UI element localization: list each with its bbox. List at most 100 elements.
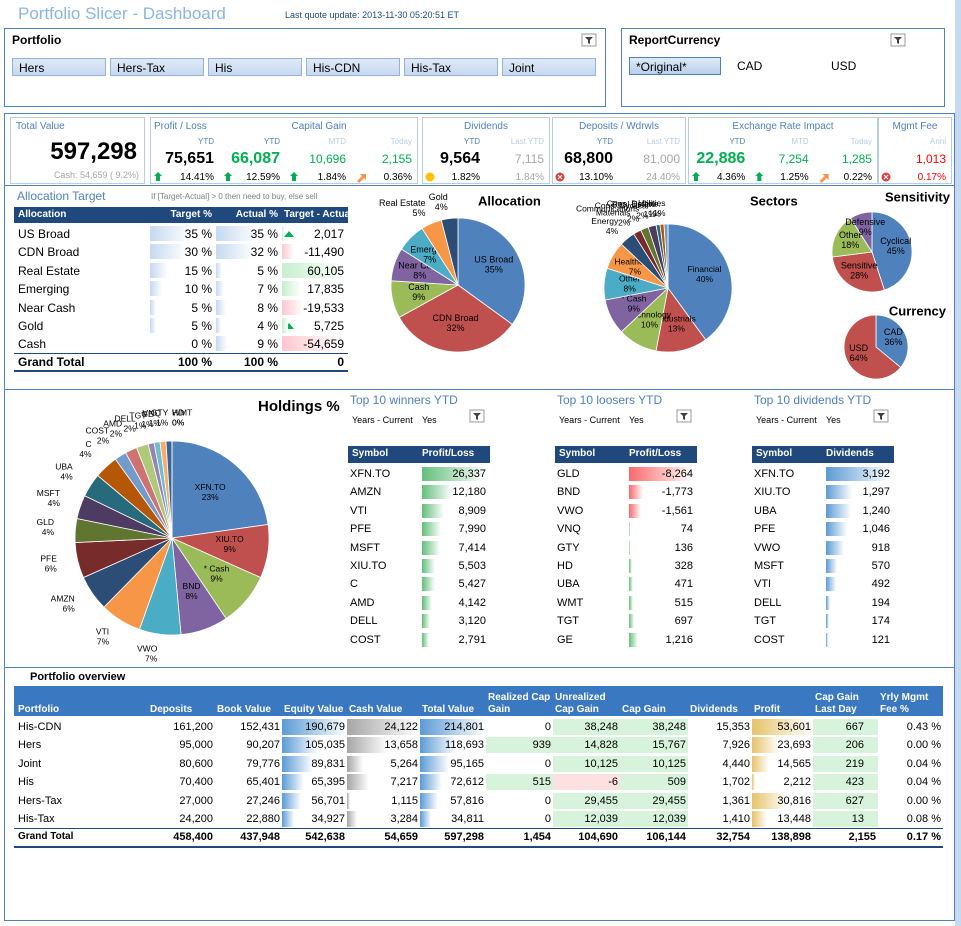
cell-fill — [553, 719, 620, 735]
data-bar — [282, 774, 305, 791]
table-cell: Hers-Tax — [18, 794, 63, 807]
table-cell: 515 — [532, 776, 551, 789]
table-title: Allocation Target — [17, 189, 106, 203]
table-cell: GTY — [557, 541, 580, 554]
kpi-value: 2,155 — [381, 152, 412, 166]
cell-fill — [553, 737, 620, 754]
slicer-button[interactable]: *Original* — [629, 57, 721, 75]
table-cell: 4,440 — [722, 757, 750, 770]
table-cell: 13,658 — [384, 739, 418, 752]
total-cell: 0.17 % — [906, 831, 941, 843]
data-bar — [420, 737, 457, 754]
data-bar — [826, 577, 836, 592]
data-bar — [826, 540, 845, 555]
slicer-button[interactable]: His-Tax — [404, 58, 498, 76]
kpi-head: YTD — [464, 137, 480, 146]
slicer-button[interactable]: Joint — [502, 58, 596, 76]
total-cell: Grand Total — [18, 355, 85, 369]
table-cell: C — [350, 578, 358, 591]
kpi-box — [150, 117, 418, 184]
table-header: Profit/Loss — [629, 448, 682, 459]
table-cell: 27,246 — [246, 794, 280, 807]
table-cell: 14,565 — [777, 757, 811, 770]
table-cell: 0.04 % — [906, 757, 941, 770]
data-bar — [282, 244, 295, 260]
data-bar — [826, 595, 830, 610]
kpi-pct: 1.82% — [451, 172, 480, 183]
table-cell: US Broad — [18, 227, 71, 241]
kpi-box — [422, 117, 550, 184]
table-header: Target - Actual — [284, 209, 353, 220]
table-header: Realized Cap Gain — [488, 692, 551, 715]
table-cell: 214,801 — [444, 721, 484, 733]
slicer-button[interactable]: His-CDN — [306, 58, 400, 76]
table-header: Symbol — [756, 448, 793, 459]
table-cell: 5 % — [191, 319, 212, 333]
table-cell: DELL — [350, 615, 378, 628]
data-bar — [420, 774, 443, 791]
kpi-head: Today — [850, 137, 872, 146]
data-bar — [826, 503, 851, 518]
data-bar — [752, 811, 768, 827]
kpi-pct: 13.10% — [579, 172, 613, 183]
table-cell: 60,105 — [307, 263, 344, 278]
data-bar — [422, 614, 430, 629]
total-rule — [14, 370, 348, 372]
kpi-title: Capital Gain — [291, 121, 347, 132]
slicer-button[interactable]: Hers — [12, 58, 106, 76]
kpi-value: 1,013 — [915, 152, 946, 166]
table-cell: 492 — [871, 578, 890, 591]
data-bar — [629, 467, 693, 481]
table-cell: 15 % — [184, 263, 212, 278]
kpi-head: YTD — [597, 137, 613, 146]
table-title: Top 10 dividends YTD — [754, 393, 872, 407]
table-cell: UBA — [557, 578, 580, 591]
slicer-button[interactable]: His — [208, 58, 302, 76]
table-cell: 5,503 — [458, 560, 486, 572]
slicer-button[interactable]: CAD — [737, 59, 763, 73]
table-cell: 570 — [871, 560, 890, 572]
table-header: Yrly Mgmt Fee % — [880, 692, 929, 715]
table-cell: 17,835 — [307, 282, 344, 297]
table-cell: 8,909 — [458, 504, 486, 517]
filter-label: Years - Current — [756, 415, 817, 425]
table-cell: 1,410 — [722, 813, 750, 825]
dashboard-title: Portfolio Slicer - Dashboard — [18, 4, 226, 23]
table-cell: TGT — [557, 615, 579, 628]
total-cell: 597,298 — [444, 831, 484, 843]
table-cell: 515 — [674, 596, 693, 609]
table-cell: MSFT — [350, 541, 380, 554]
kpi-box — [688, 117, 878, 184]
table-cell: 3,284 — [390, 813, 418, 825]
table-cell: His-CDN — [18, 721, 62, 733]
table-cell: COST — [754, 633, 785, 646]
data-bar — [629, 503, 642, 518]
filter-label: Years - Current — [352, 415, 413, 425]
data-bar — [282, 811, 294, 827]
table-header: Actual % — [235, 209, 278, 220]
table-cell: 7,414 — [458, 541, 486, 554]
slicer-title: ReportCurrency — [629, 33, 721, 47]
kpi-pct: 0.17% — [917, 172, 946, 183]
kpi-title: Mgmt Fee — [892, 121, 938, 132]
data-bar — [216, 336, 227, 352]
slicer-button[interactable]: USD — [831, 59, 857, 73]
kpi-box — [552, 117, 686, 184]
cell-fill — [620, 792, 688, 809]
table-header: Dividends — [826, 448, 874, 459]
data-bar — [150, 262, 168, 278]
table-cell: 35 % — [250, 227, 278, 241]
slicer-button[interactable]: Hers-Tax — [110, 58, 204, 76]
kpi-head: YTD — [198, 137, 214, 146]
data-bar — [752, 792, 788, 809]
filter-value: Yes — [422, 415, 437, 425]
table-cell: 9 % — [257, 337, 278, 352]
table-cell: 328 — [674, 560, 693, 572]
kpi-pct: 12.59% — [246, 172, 280, 183]
table-title: Top 10 winners YTD — [350, 393, 458, 407]
table-cell: 15,767 — [652, 739, 686, 752]
table-cell: 1,046 — [862, 523, 890, 536]
table-header: Symbol — [352, 448, 389, 459]
table-cell: 174 — [871, 615, 890, 628]
data-bar — [216, 318, 221, 333]
